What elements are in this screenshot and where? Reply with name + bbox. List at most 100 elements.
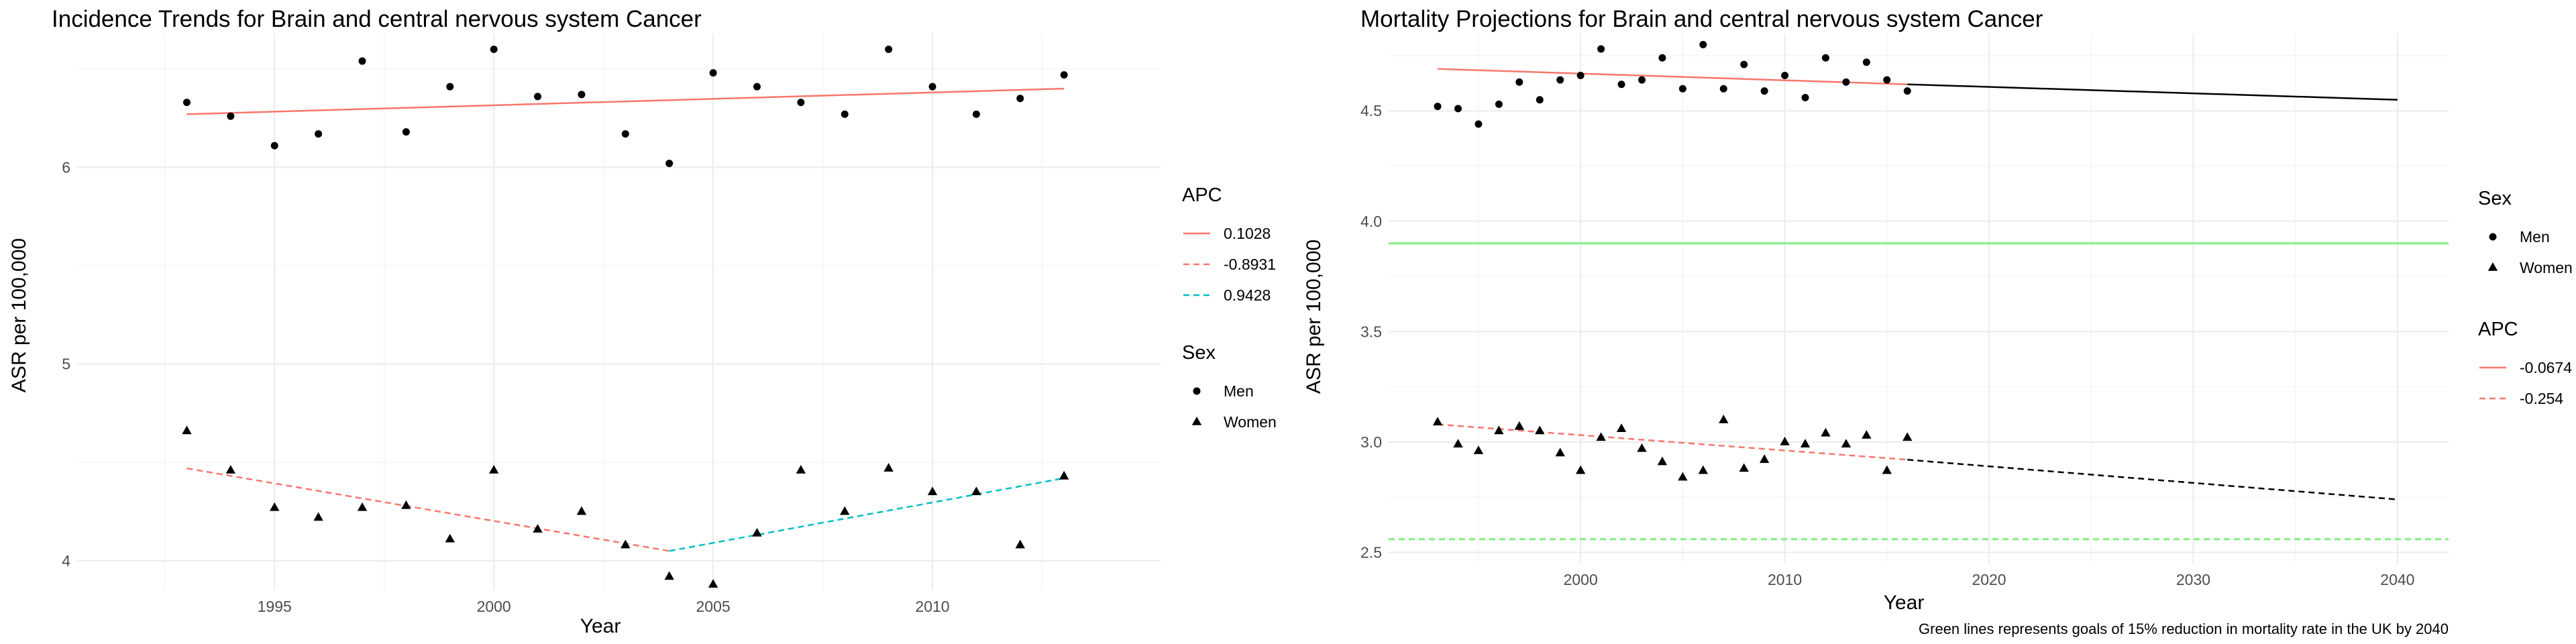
data-points	[182, 45, 1069, 588]
chart-title: Incidence Trends for Brain and central n…	[52, 6, 702, 32]
point-men	[1719, 85, 1727, 93]
point-women	[270, 502, 280, 511]
point-women	[1015, 539, 1025, 549]
point-women	[1555, 447, 1565, 457]
grid	[77, 34, 1161, 590]
x-tick-label: 2030	[2176, 571, 2210, 588]
point-men	[928, 83, 936, 91]
legend-label: 0.9428	[1224, 286, 1271, 304]
legend-label: Women	[1224, 413, 1277, 431]
legend-label: Women	[2520, 259, 2573, 276]
point-women	[971, 486, 981, 496]
legend-key-men	[1193, 387, 1201, 395]
point-men	[1781, 72, 1789, 80]
point-women	[1698, 465, 1709, 474]
point-men	[1821, 54, 1829, 62]
point-men	[1597, 45, 1605, 53]
point-men	[1495, 100, 1503, 108]
y-tick-label: 6	[62, 158, 70, 176]
point-men	[1617, 80, 1625, 89]
point-women	[1494, 425, 1504, 435]
point-women	[1453, 439, 1463, 448]
point-women	[1535, 425, 1545, 435]
legend-label: -0.0674	[2520, 359, 2572, 376]
mortality-chart: Mortality Projections for Brain and cent…	[1303, 6, 2573, 637]
point-men	[1883, 76, 1891, 84]
point-women	[488, 465, 499, 474]
point-men	[1638, 76, 1646, 84]
point-men	[270, 142, 278, 150]
point-men	[753, 83, 761, 91]
x-tick-label: 1995	[258, 598, 292, 615]
apc-fit-line	[186, 467, 669, 552]
point-men	[1903, 87, 1911, 95]
tick-labels: 2000 2010 2020 2030 2040 2.5 3.0 3.5 4.0 4.5	[1360, 102, 2414, 588]
x-tick-label: 2000	[1564, 571, 1598, 588]
legend-label: -0.254	[2520, 390, 2563, 407]
point-women	[1575, 465, 1586, 474]
y-axis-title: ASR per 100,000	[1303, 239, 1325, 394]
point-women	[664, 571, 674, 580]
point-women	[1596, 432, 1606, 441]
point-women	[225, 465, 236, 474]
point-women	[1780, 436, 1790, 445]
point-men	[227, 112, 235, 120]
point-women	[1882, 465, 1892, 474]
legend-title: APC	[2478, 319, 2518, 340]
legend-key-women	[1191, 417, 1202, 425]
x-tick-label: 2020	[1972, 571, 2006, 588]
point-women	[1800, 439, 1811, 448]
point-women	[883, 463, 894, 472]
data-points	[1432, 40, 1913, 481]
point-women	[796, 465, 806, 474]
legend-label: Men	[1224, 382, 1254, 400]
legend-label: 0.1028	[1224, 225, 1271, 242]
x-tick-label: 2040	[2380, 571, 2414, 588]
point-men	[972, 110, 980, 118]
point-women	[1432, 417, 1443, 426]
point-women	[401, 500, 411, 509]
point-men	[315, 130, 323, 138]
point-men	[885, 45, 893, 53]
tick-labels: 1995 2000 2005 2010 4 5 6	[62, 158, 949, 615]
chart-caption: Green lines represents goals of 15% redu…	[1919, 621, 2449, 637]
apc-fit-line	[186, 87, 1065, 115]
legend-label: -0.8931	[1224, 256, 1276, 273]
point-men	[621, 130, 629, 138]
point-women	[182, 425, 192, 435]
point-women	[621, 539, 631, 549]
point-men	[1576, 72, 1585, 80]
legend-title: APC	[1182, 184, 1222, 206]
point-women	[1514, 421, 1525, 430]
point-women	[1637, 443, 1647, 452]
point-men	[1699, 40, 1707, 48]
point-women	[445, 533, 455, 543]
point-men	[182, 99, 191, 107]
point-women	[1059, 470, 1069, 480]
point-men	[1740, 60, 1748, 68]
legend-title: Sex	[1182, 342, 1216, 364]
grid	[1389, 34, 2449, 564]
x-tick-label: 2005	[696, 598, 730, 615]
y-tick-label: 4.5	[1360, 102, 1382, 119]
legend-key-men	[2489, 233, 2497, 241]
point-women	[1841, 439, 1851, 448]
point-men	[1862, 58, 1870, 66]
y-axis-title: ASR per 100,000	[8, 238, 30, 392]
point-women	[1616, 423, 1627, 433]
point-women	[1473, 445, 1484, 454]
point-women	[927, 486, 938, 496]
point-men	[665, 160, 674, 168]
point-women	[752, 527, 762, 537]
point-women	[576, 506, 587, 515]
point-men	[358, 57, 366, 65]
point-women	[1719, 415, 1729, 423]
x-tick-label: 2010	[915, 598, 949, 615]
point-men	[402, 128, 410, 136]
point-men	[1515, 78, 1523, 86]
point-men	[709, 69, 717, 77]
point-men	[797, 99, 805, 107]
y-tick-label: 2.5	[1360, 544, 1382, 561]
legends: Sex Men Women APC -0.0674 -0.254	[2478, 188, 2573, 407]
